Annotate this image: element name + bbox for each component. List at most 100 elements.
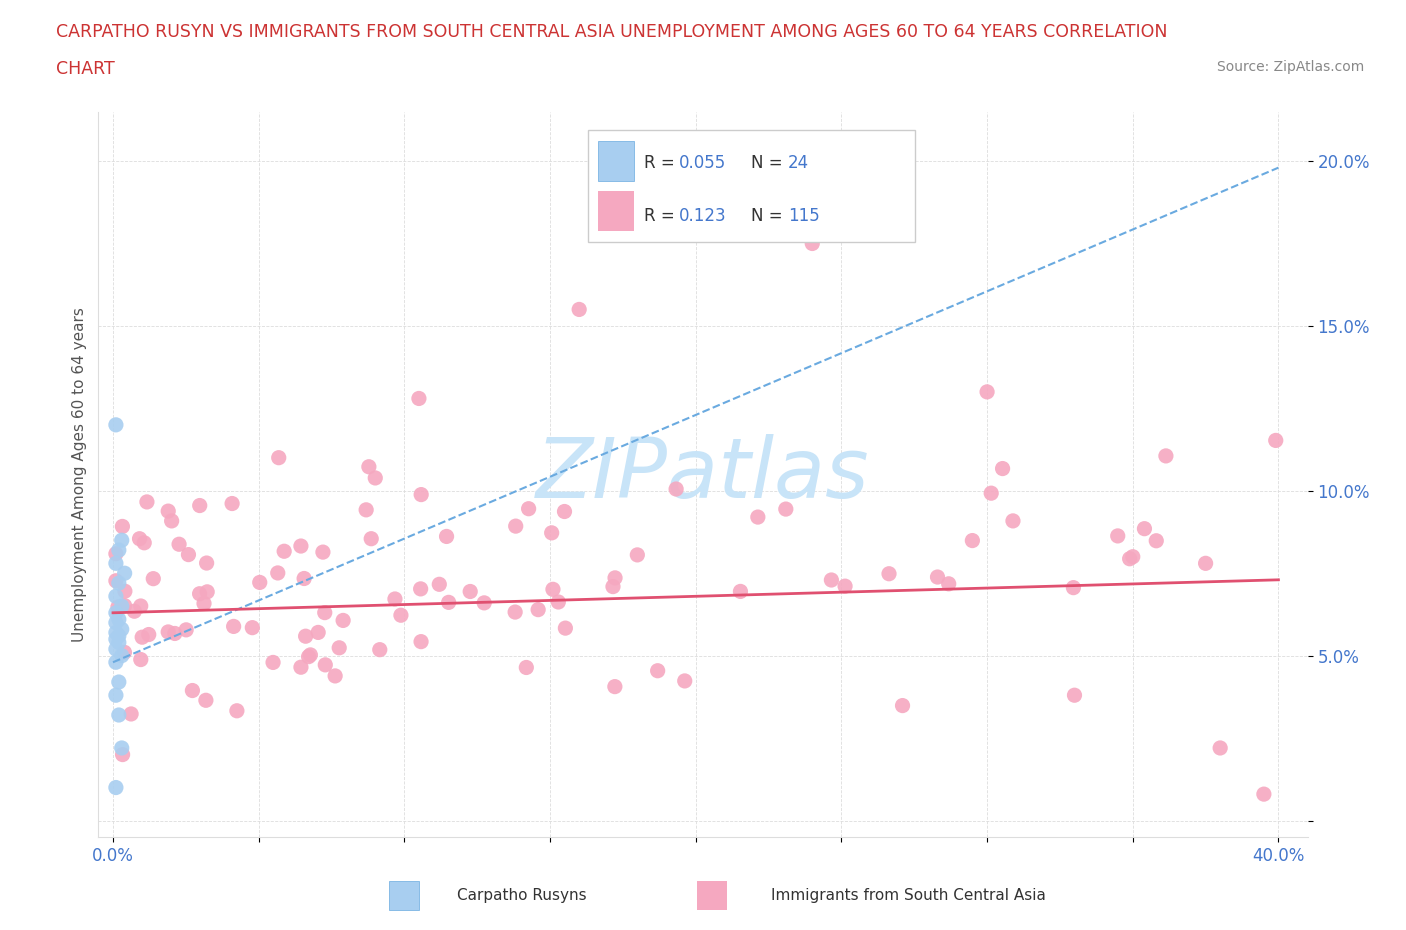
FancyBboxPatch shape <box>588 130 915 242</box>
Point <box>314 658 336 672</box>
Point <box>225 703 247 718</box>
Point <box>603 570 626 585</box>
Point <box>188 498 211 513</box>
Point <box>240 620 263 635</box>
Point <box>541 582 564 597</box>
Point <box>104 780 127 795</box>
Point <box>108 674 131 689</box>
Text: 0.055: 0.055 <box>679 153 725 172</box>
Point <box>108 635 131 650</box>
Point <box>129 652 152 667</box>
Point <box>262 655 284 670</box>
Point <box>111 747 134 762</box>
Text: Carpatho Rusyns: Carpatho Rusyns <box>457 888 586 903</box>
Point <box>167 537 190 551</box>
Text: R =: R = <box>644 207 679 225</box>
Point <box>515 660 537 675</box>
Point <box>354 502 377 517</box>
FancyBboxPatch shape <box>598 192 634 232</box>
Point <box>540 525 562 540</box>
Point <box>364 471 387 485</box>
Y-axis label: Unemployment Among Ages 60 to 64 years: Unemployment Among Ages 60 to 64 years <box>72 307 87 642</box>
Point <box>194 693 217 708</box>
Point <box>647 663 669 678</box>
Point <box>384 591 406 606</box>
Point <box>104 688 127 703</box>
Point <box>1001 513 1024 528</box>
Point <box>163 626 186 641</box>
Text: Source: ZipAtlas.com: Source: ZipAtlas.com <box>1216 60 1364 74</box>
Point <box>877 566 900 581</box>
Point <box>104 556 127 571</box>
Point <box>222 619 245 634</box>
Point <box>104 573 127 588</box>
FancyBboxPatch shape <box>598 140 634 180</box>
Point <box>111 533 134 548</box>
Point <box>458 584 481 599</box>
Text: 115: 115 <box>787 207 820 225</box>
Point <box>437 595 460 610</box>
Point <box>290 538 312 553</box>
Point <box>108 629 131 644</box>
Point <box>108 708 131 723</box>
Point <box>111 622 134 637</box>
Point <box>108 576 131 591</box>
Point <box>927 569 949 584</box>
Point <box>527 603 550 618</box>
Point <box>603 679 626 694</box>
Point <box>1194 556 1216 571</box>
Point <box>124 604 146 618</box>
Point <box>427 577 450 591</box>
Point <box>135 495 157 510</box>
Text: R =: R = <box>644 153 679 172</box>
Point <box>193 596 215 611</box>
Point <box>273 544 295 559</box>
Point <box>188 586 211 601</box>
Point <box>1063 688 1085 703</box>
Point <box>249 575 271 590</box>
Point <box>332 613 354 628</box>
Point <box>299 647 322 662</box>
Point <box>962 533 984 548</box>
Point <box>1209 740 1232 755</box>
Point <box>938 577 960 591</box>
Point <box>160 513 183 528</box>
Point <box>472 595 495 610</box>
Point <box>503 604 526 619</box>
FancyBboxPatch shape <box>388 881 419 910</box>
Point <box>104 418 127 432</box>
Point <box>195 584 218 599</box>
Point <box>104 642 127 657</box>
Point <box>1122 550 1144 565</box>
Point <box>976 384 998 399</box>
Point <box>267 450 290 465</box>
Point <box>368 643 391 658</box>
Point <box>389 608 412 623</box>
Point <box>177 547 200 562</box>
FancyBboxPatch shape <box>697 881 727 910</box>
Point <box>1062 580 1084 595</box>
Point <box>129 599 152 614</box>
Point <box>547 594 569 609</box>
Point <box>104 616 127 631</box>
Text: CARPATHO RUSYN VS IMMIGRANTS FROM SOUTH CENTRAL ASIA UNEMPLOYMENT AMONG AGES 60 : CARPATHO RUSYN VS IMMIGRANTS FROM SOUTH … <box>56 23 1168 41</box>
Point <box>626 548 648 563</box>
Point <box>290 659 312 674</box>
Point <box>157 504 180 519</box>
Point <box>1107 528 1129 543</box>
Point <box>131 630 153 644</box>
Point <box>114 584 136 599</box>
Point <box>111 599 134 614</box>
Point <box>1253 787 1275 802</box>
Point <box>111 648 134 663</box>
Point <box>409 634 432 649</box>
Point <box>114 565 136 580</box>
Point <box>181 684 204 698</box>
Text: 24: 24 <box>787 153 808 172</box>
Point <box>104 625 127 640</box>
Point <box>323 669 346 684</box>
Point <box>314 605 336 620</box>
Point <box>505 519 527 534</box>
Point <box>602 579 624 594</box>
Point <box>328 641 350 656</box>
